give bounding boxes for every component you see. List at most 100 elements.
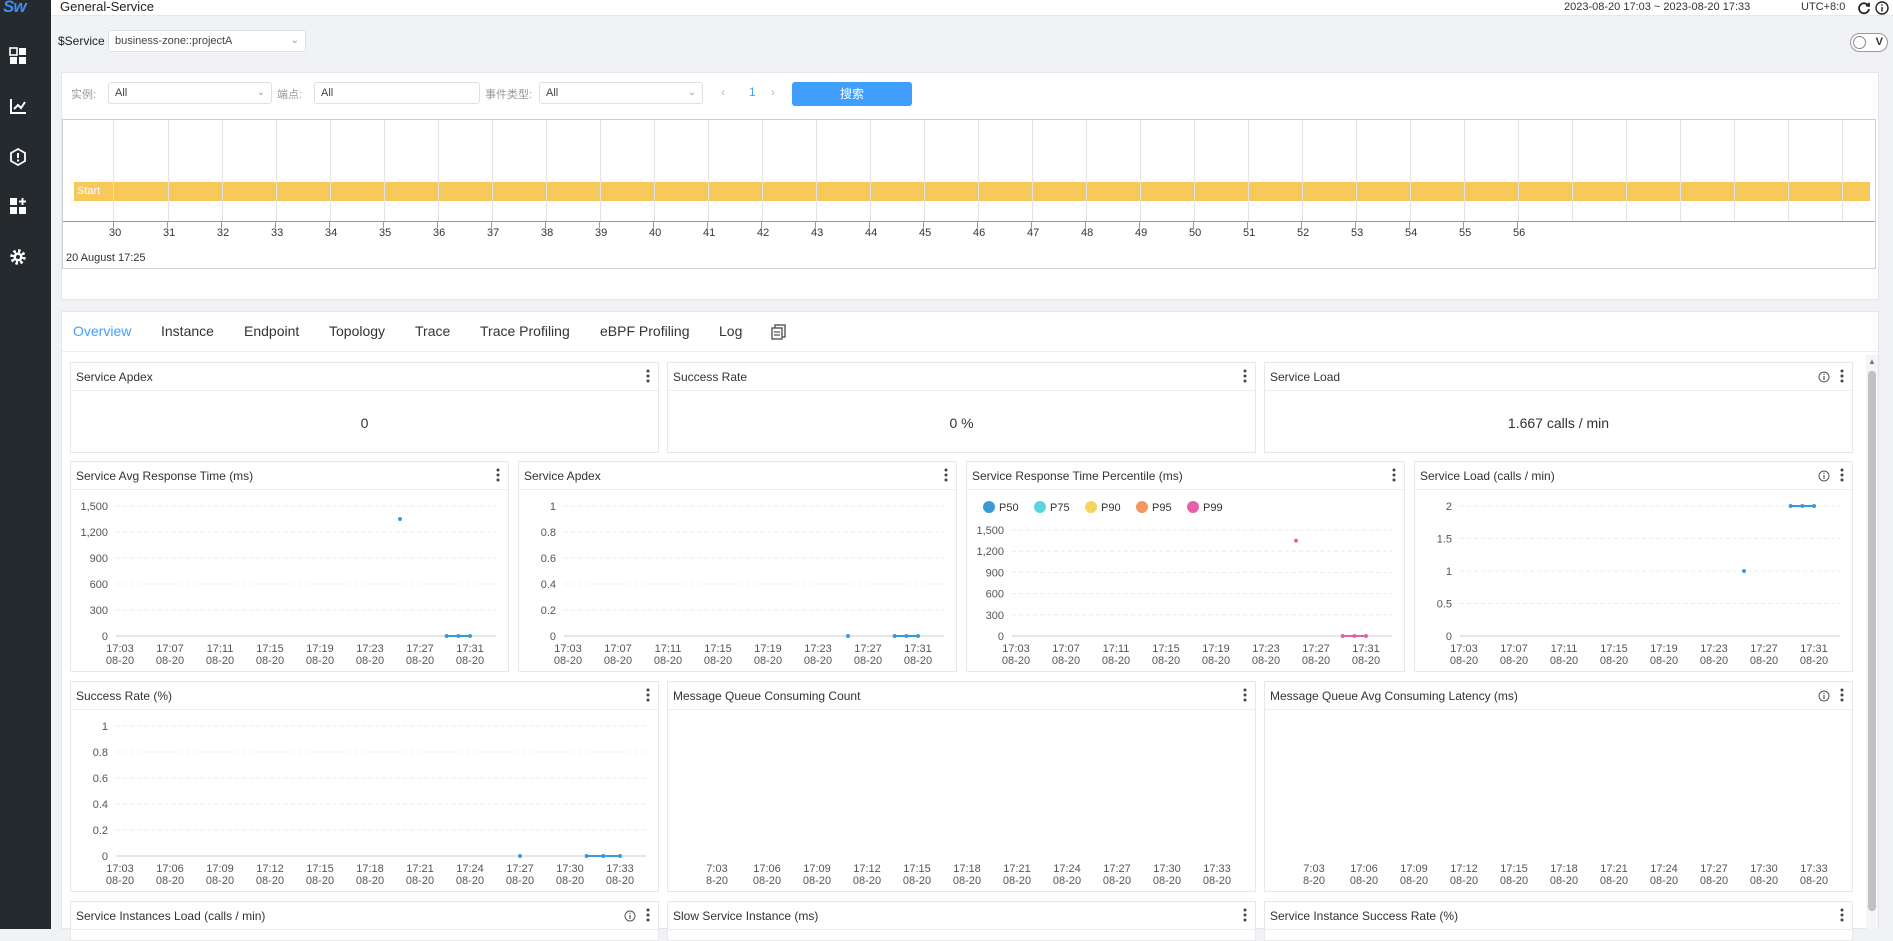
endpoint-filter-input[interactable]: All [314,82,480,104]
instance-filter-select[interactable]: All ⌄ [108,82,272,104]
tab-topology[interactable]: Topology [329,323,386,339]
view-edit-toggle[interactable]: V [1850,33,1888,52]
x-tick-label: 17:21 08-20 [1600,863,1628,887]
event-type-select[interactable]: All ⌄ [539,82,703,104]
more-options-icon[interactable] [1243,368,1247,384]
skywalking-logo[interactable]: Sw [3,0,27,16]
page-number[interactable]: 1 [749,85,756,99]
dashboard-scrollbar[interactable]: ▲ [1866,355,1878,929]
more-options-icon[interactable] [1840,687,1844,703]
time-range-picker[interactable]: 2023-08-20 17:03 ~ 2023-08-20 17:33 [1564,1,1751,13]
info-icon[interactable] [624,910,636,922]
data-point[interactable] [468,634,472,638]
legend-label[interactable]: P90 [1101,502,1121,514]
timeline-tick [1409,222,1410,228]
more-options-icon[interactable] [1243,907,1247,923]
refresh-icon[interactable] [1857,1,1871,15]
scrollbar-thumb[interactable] [1868,371,1876,911]
x-tick-label: 17:06 08-20 [753,863,781,887]
service-select[interactable]: business-zone::projectA ⌄ [108,30,306,52]
timeline-tick [1301,222,1302,228]
x-tick-label: 17:24 08-20 [1053,863,1081,887]
more-options-icon[interactable] [646,687,650,703]
timeline-date-label: 20 August 17:25 [66,252,146,264]
more-options-icon[interactable] [1392,467,1396,483]
dashboard-icon[interactable] [8,46,28,66]
tab-instance[interactable]: Instance [161,323,214,339]
more-options-icon[interactable] [646,907,650,923]
data-point[interactable] [1742,569,1746,573]
x-tick-label: 17:03 08-20 [1450,643,1478,667]
legend-label[interactable]: P75 [1050,502,1070,514]
x-tick-label: 17:07 08-20 [156,643,184,667]
data-point[interactable] [846,634,850,638]
more-options-icon[interactable] [944,467,948,483]
timeline-gridline [1086,120,1087,221]
tab-trace-profiling[interactable]: Trace Profiling [480,323,570,339]
settings-gear-icon[interactable] [8,247,28,267]
chart-svg: P50 P75 P90 P95 P99 0 300 600 900 1,200 1,500 17:03… [976,501,1392,667]
data-point[interactable] [1812,504,1816,508]
info-icon[interactable] [1818,690,1830,702]
more-options-icon[interactable] [496,467,500,483]
legend-label[interactable]: P50 [999,502,1019,514]
y-tick-label: 300 [90,605,108,617]
legend-swatch [1187,501,1199,513]
data-point[interactable] [618,854,622,858]
more-options-icon[interactable] [1840,467,1844,483]
tab-trace[interactable]: Trace [415,323,451,339]
tab-log[interactable]: Log [719,323,743,339]
data-point[interactable] [1294,538,1298,543]
data-point[interactable] [916,634,920,638]
data-point[interactable] [518,854,522,858]
tab-ebpf-profiling[interactable]: eBPF Profiling [600,323,690,339]
info-icon[interactable] [1875,1,1889,15]
y-tick-label: 1,200 [976,546,1004,558]
data-point[interactable] [1364,634,1368,638]
x-tick-label: 17:27 08-20 [1302,643,1330,667]
timeline-gridline [1518,120,1519,221]
next-page-icon[interactable]: › [771,85,775,99]
data-point[interactable] [398,517,402,521]
y-tick-label: 300 [986,610,1004,622]
event-type-value: All [546,87,559,99]
x-tick-label: 17:30 08-20 [1750,863,1778,887]
chart-widget: Message Queue Consuming Count 7:03 8-20 17:… [667,681,1256,892]
marketplace-icon[interactable] [8,196,28,216]
timezone-label[interactable]: UTC+8:0 [1801,1,1846,13]
tab-endpoint[interactable]: Endpoint [244,323,300,339]
timeline-tick-label: 44 [865,227,878,239]
chevron-down-icon: ⌄ [256,87,265,98]
more-options-icon[interactable] [1840,368,1844,384]
bar-chart-icon[interactable] [8,96,28,116]
widget-header: Success Rate (%) [71,682,658,710]
more-options-icon[interactable] [1840,907,1844,923]
timeline-tick-label: 48 [1081,227,1094,239]
y-tick-label: 0.8 [541,527,556,539]
more-options-icon[interactable] [1243,687,1247,703]
prev-page-icon[interactable]: ‹ [721,85,725,99]
alert-shield-icon[interactable] [8,147,28,167]
info-icon[interactable] [1818,470,1830,482]
x-tick-label: 17:11 08-20 [654,643,682,667]
x-tick-label: 17:11 08-20 [206,643,234,667]
scroll-up-icon[interactable]: ▲ [1868,357,1876,366]
event-bar[interactable]: Start [74,182,1870,201]
timeline-tick [1247,222,1248,228]
x-tick-label: 17:33 08-20 [1800,863,1828,887]
more-options-icon[interactable] [646,368,650,384]
timeline-gridline [708,120,709,221]
copy-icon[interactable] [771,324,787,340]
widget-header: Message Queue Avg Consuming Latency (ms) [1265,682,1852,710]
widget-header: Service Apdex [519,462,956,490]
legend-label[interactable]: P99 [1203,502,1223,514]
timeline-tick [977,222,978,228]
timeline-gridline [438,120,439,221]
tab-overview[interactable]: Overview [73,323,132,339]
legend-label[interactable]: P95 [1152,502,1172,514]
search-button[interactable]: 搜索 [792,82,912,106]
info-icon[interactable] [1818,371,1830,383]
timeline-tick-label: 43 [811,227,824,239]
y-tick-label: 0.6 [93,773,108,785]
y-tick-label: 1 [102,721,108,733]
